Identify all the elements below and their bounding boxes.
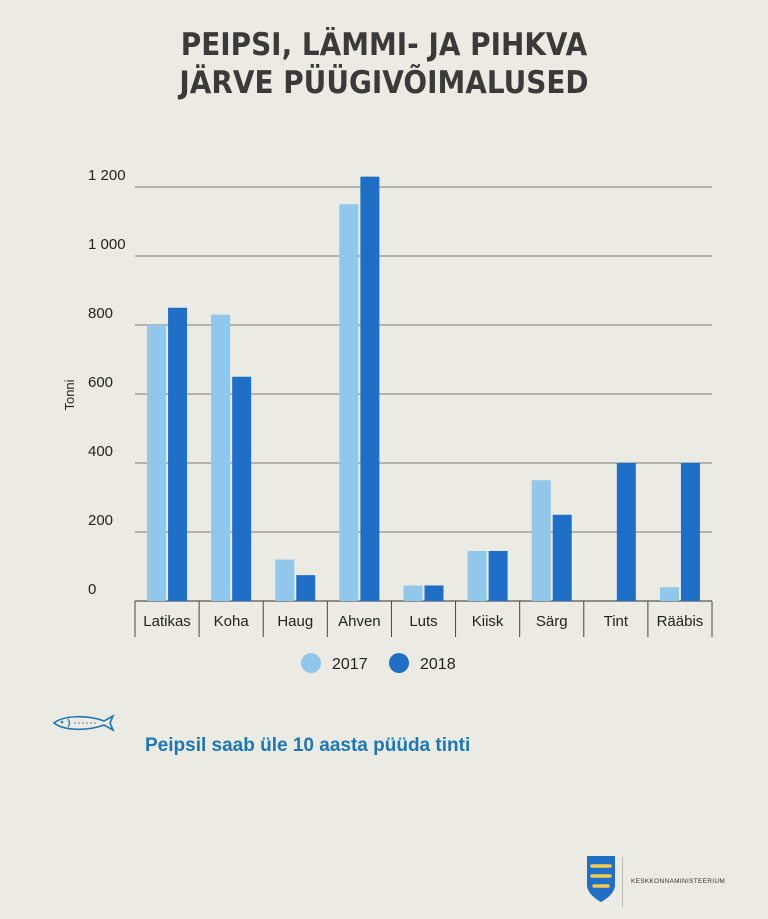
coat-of-arms-icon bbox=[587, 856, 615, 902]
bar-2018-Ahven bbox=[360, 176, 380, 601]
bar-2017-Latikas bbox=[147, 325, 167, 601]
bar-2017-Koha bbox=[211, 314, 231, 601]
bar-2018-Haug bbox=[296, 575, 316, 601]
x-tick-label: Rääbis bbox=[657, 613, 704, 630]
fish-icon bbox=[52, 714, 115, 732]
y-tick-label: 200 bbox=[88, 512, 113, 529]
legend-label-2017: 2017 bbox=[332, 656, 368, 673]
bar-2018-Koha bbox=[232, 376, 252, 601]
y-tick-label: 0 bbox=[88, 581, 96, 598]
x-tick-label: Särg bbox=[536, 613, 568, 630]
bar-2018-Rääbis bbox=[680, 463, 700, 601]
x-tick-label: Haug bbox=[277, 613, 313, 630]
x-tick-label: Latikas bbox=[143, 613, 191, 630]
tagline-text: Peipsil saab üle 10 aasta püüda tinti bbox=[145, 735, 471, 756]
bar-2017-Haug bbox=[275, 559, 295, 601]
x-tick-label: Kiisk bbox=[472, 613, 504, 630]
x-tick-label: Koha bbox=[214, 613, 250, 630]
legend-marker-2017 bbox=[301, 653, 321, 673]
legend-label-2018: 2018 bbox=[420, 656, 456, 673]
legend-marker-2018 bbox=[389, 653, 409, 673]
y-tick-label: 800 bbox=[88, 305, 113, 322]
logo-divider bbox=[622, 857, 623, 907]
y-axis-label: Tonni bbox=[62, 379, 77, 410]
bar-2018-Luts bbox=[424, 585, 444, 601]
y-tick-label: 1 200 bbox=[88, 167, 126, 184]
bar-2018-Tint bbox=[616, 463, 636, 601]
x-tick-label: Tint bbox=[604, 613, 629, 630]
bar-2018-Latikas bbox=[168, 307, 188, 601]
bar-2017-Kiisk bbox=[467, 550, 487, 601]
bar-2018-Särg bbox=[552, 514, 572, 601]
y-tick-label: 1 000 bbox=[88, 236, 126, 253]
bar-2018-Kiisk bbox=[488, 550, 508, 601]
bar-2017-Ahven bbox=[339, 204, 359, 601]
title-line-1: PEIPSI, LÄMMI- JA PIHKVA bbox=[180, 27, 588, 63]
x-tick-label: Ahven bbox=[338, 613, 381, 630]
bar-2017-Luts bbox=[403, 585, 423, 601]
ministry-logo-text: Keskkonnaministeerium bbox=[631, 878, 726, 885]
bar-2017-Rääbis bbox=[659, 587, 679, 601]
y-tick-label: 400 bbox=[88, 443, 113, 460]
title-line-2: JÄRVE PÜÜGIVÕIMALUSED bbox=[179, 65, 589, 101]
y-tick-label: 600 bbox=[88, 374, 113, 391]
chart-title: PEIPSI, LÄMMI- JA PIHKVA JÄRVE PÜÜGIVÕIM… bbox=[38, 26, 729, 102]
x-tick-label: Luts bbox=[409, 613, 437, 630]
bar-2017-Särg bbox=[531, 480, 551, 601]
